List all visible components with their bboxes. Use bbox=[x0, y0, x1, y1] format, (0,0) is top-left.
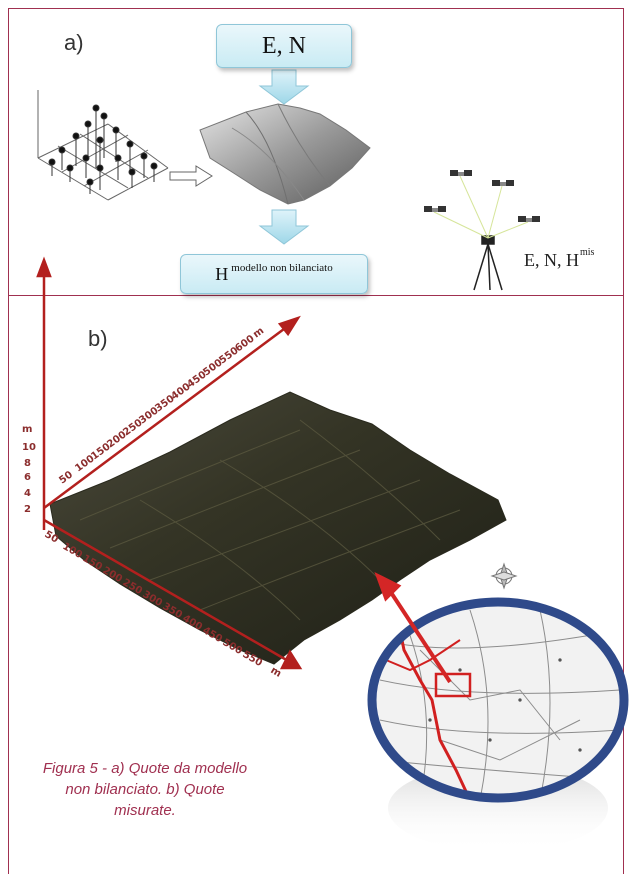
terrain-model-surface bbox=[199, 103, 371, 205]
vertical-axis-unit: m bbox=[22, 424, 32, 435]
en-coordinates-box: E, N bbox=[216, 24, 352, 68]
axis-lines bbox=[36, 256, 303, 670]
h-model-superscript: modello non bilanciato bbox=[231, 262, 333, 274]
panel-b-frame bbox=[8, 296, 624, 874]
vertical-axis-tick: 2 bbox=[24, 504, 31, 515]
panel-b-label: b) bbox=[88, 326, 108, 351]
down-arrow-icon bbox=[258, 69, 310, 105]
back-axis-tick: 50 bbox=[57, 469, 75, 486]
map-inset bbox=[372, 602, 624, 798]
down-arrow-icon bbox=[258, 209, 310, 245]
vertical-axis-tick: 6 bbox=[24, 472, 31, 483]
h-symbol: H bbox=[215, 263, 229, 284]
gps-measured-label: E, N, Hmis bbox=[524, 247, 595, 271]
gps-label-sup: mis bbox=[580, 247, 595, 258]
satellite-icon bbox=[424, 170, 540, 222]
hollow-arrow-icon bbox=[169, 165, 213, 187]
location-arrow-icon bbox=[374, 571, 452, 684]
map-lens-ring bbox=[367, 597, 629, 803]
gps-label-main: E, N, H bbox=[524, 250, 579, 270]
terrain-3d-model bbox=[49, 391, 507, 665]
panel-a-frame bbox=[8, 8, 624, 296]
scatter-points bbox=[48, 104, 158, 194]
front-axis-unit: m bbox=[269, 665, 284, 680]
figure-caption: Figura 5 - a) Quote da modello non bilan… bbox=[42, 760, 248, 819]
gps-tripod-icon bbox=[473, 235, 503, 291]
terrain-texture bbox=[79, 419, 461, 621]
vertical-axis: m 10 8 6 4 2 bbox=[22, 424, 36, 515]
compass-icon bbox=[490, 562, 518, 590]
vertical-axis-tick: 4 bbox=[24, 488, 31, 499]
scatter-3d-plot bbox=[37, 90, 169, 201]
vertical-axis-tick: 8 bbox=[24, 458, 31, 469]
panel-a-label: a) bbox=[64, 30, 84, 55]
vertical-axis-tick: 10 bbox=[22, 442, 36, 453]
satellite-signal-lines bbox=[433, 175, 529, 239]
